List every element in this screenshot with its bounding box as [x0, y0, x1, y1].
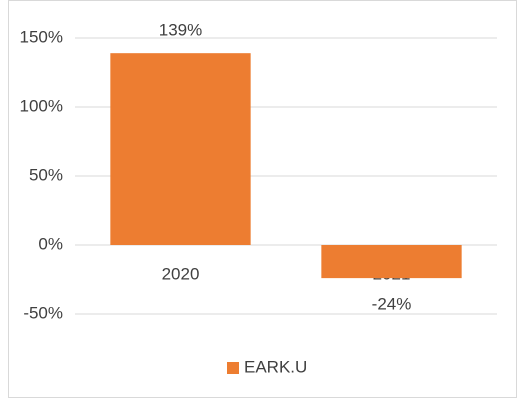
y-tick-label: 150%: [20, 27, 63, 46]
y-tick-label: 0%: [38, 234, 63, 253]
x-tick-label: 2020: [162, 264, 200, 283]
legend-swatch: [227, 362, 239, 374]
legend-label: EARK.U: [244, 357, 307, 376]
data-label: -24%: [372, 295, 412, 314]
data-label: 139%: [159, 21, 202, 40]
y-tick-label: -50%: [23, 303, 63, 322]
bar: [321, 245, 462, 279]
chart-border: [8, 0, 517, 398]
y-tick-label: 50%: [29, 165, 63, 184]
y-tick-label: 100%: [20, 96, 63, 115]
bar: [110, 53, 251, 246]
